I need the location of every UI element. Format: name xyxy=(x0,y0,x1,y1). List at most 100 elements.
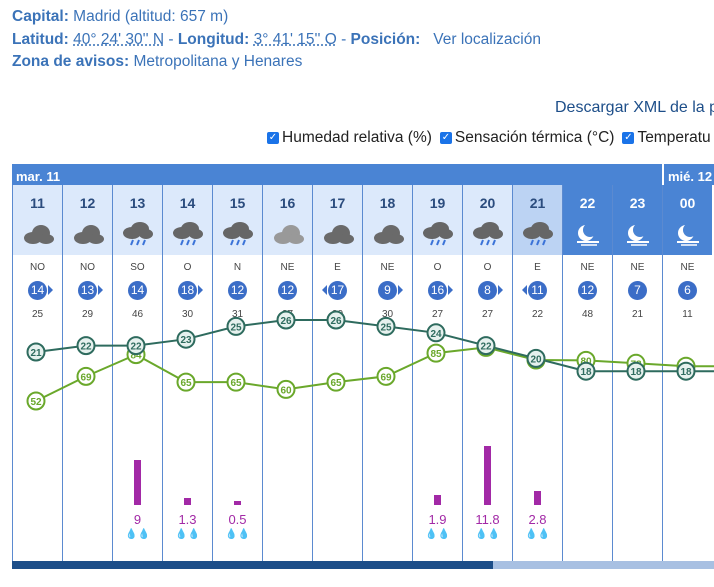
wind-direction: O xyxy=(433,262,442,273)
latitude-value: 40° 24' 30'' N xyxy=(73,31,165,48)
hour-column: 20 O 8 27 11.8 💧💧 xyxy=(462,185,513,566)
chart-point: 23 xyxy=(176,329,196,349)
longitude-label: Longitud xyxy=(177,31,245,48)
hour-label: 12 xyxy=(79,195,96,211)
hour-label: 20 xyxy=(479,195,496,211)
chart-point: 25 xyxy=(226,316,246,336)
hour-cell: 15 xyxy=(213,185,262,255)
temperature-checkbox-label: Temperatu xyxy=(637,129,711,146)
scrollbar-thumb[interactable] xyxy=(12,561,493,569)
wind-gust: 48 xyxy=(581,309,594,320)
wind-speed-badge: 16 xyxy=(428,281,447,300)
wind-speed-badge: 7 xyxy=(628,281,647,300)
hour-label: 15 xyxy=(229,195,246,211)
wind-gust: 30 xyxy=(381,309,394,320)
chart-point: 65 xyxy=(326,372,346,392)
svg-text:18: 18 xyxy=(630,367,642,378)
hour-label: 22 xyxy=(579,195,596,211)
rain-drops-icon: 💧💧 xyxy=(175,529,200,540)
hour-label: 23 xyxy=(629,195,646,211)
coordinates-line: Latitud: 40° 24' 30'' N - Longitud: 3° 4… xyxy=(12,31,541,48)
rain-drops-icon: 💧💧 xyxy=(475,529,500,540)
wind-speed-badge: 14 xyxy=(28,281,47,300)
chart-point: 26 xyxy=(276,310,296,330)
hour-column: 14 O 18 30 1.3 💧💧 xyxy=(162,185,213,566)
svg-text:18: 18 xyxy=(580,367,592,378)
wind-direction: E xyxy=(334,262,341,273)
wind-gust: 21 xyxy=(631,309,644,320)
wind-gust: 29 xyxy=(81,309,94,320)
hour-cell: 00 xyxy=(663,185,712,255)
hour-column: 00 NE 6 11 xyxy=(662,185,713,566)
chart-point: 18 xyxy=(676,361,696,381)
humidity-checkbox[interactable]: ✓ Humedad relativa (%) xyxy=(267,129,432,147)
svg-text:60: 60 xyxy=(280,385,292,396)
wind-arrow-icon xyxy=(522,285,527,295)
svg-text:26: 26 xyxy=(330,316,342,327)
horizontal-scrollbar[interactable] xyxy=(12,561,714,569)
chart-point: 22 xyxy=(476,336,496,356)
position-label: Posición xyxy=(350,31,416,48)
longitude-value: 3° 41' 15'' O xyxy=(253,31,337,48)
rain-drops-icon: 💧💧 xyxy=(125,529,150,540)
wind-arrow-icon xyxy=(448,285,453,295)
wind-speed-badge: 8 xyxy=(478,281,497,300)
capital-value: Madrid (altitud: 657 m) xyxy=(73,8,229,25)
chart-point: 52 xyxy=(26,391,46,411)
svg-text:24: 24 xyxy=(430,329,442,340)
rain-bar xyxy=(184,498,191,505)
wind-arrow-icon xyxy=(322,285,327,295)
rain-bar xyxy=(134,460,141,505)
chart-point: 24 xyxy=(426,323,446,343)
hour-cell: 16 xyxy=(263,185,312,255)
hour-label: 11 xyxy=(30,195,45,211)
wind-speed-badge: 12 xyxy=(228,281,247,300)
chart-point: 18 xyxy=(626,361,646,381)
svg-text:65: 65 xyxy=(180,378,192,389)
check-icon: ✓ xyxy=(267,132,279,144)
temperature-checkbox[interactable]: ✓ Temperatu xyxy=(622,129,711,147)
wind-arrow-icon xyxy=(198,285,203,295)
hour-column: 11 NO 14 25 xyxy=(12,185,63,566)
hour-column: 15 N 12 31 0.5 💧💧 xyxy=(212,185,263,566)
rain-bar xyxy=(234,501,241,505)
wind-speed-badge: 13 xyxy=(78,281,97,300)
chart-point: 26 xyxy=(326,310,346,330)
svg-text:69: 69 xyxy=(380,372,392,383)
wind-direction: NE xyxy=(680,262,695,273)
rain-bar xyxy=(484,446,491,505)
wind-direction: NE xyxy=(630,262,645,273)
view-location-link[interactable]: Ver localización xyxy=(433,31,541,48)
svg-text:22: 22 xyxy=(130,342,142,353)
rain-amount: 2.8 xyxy=(528,512,547,527)
svg-text:25: 25 xyxy=(380,322,392,333)
wind-arrow-icon xyxy=(98,285,103,295)
wind-speed-badge: 11 xyxy=(528,281,547,300)
rain-drops-icon: 💧💧 xyxy=(225,529,250,540)
wind-speed-badge: 12 xyxy=(578,281,597,300)
hour-column: 21 E 11 22 2.8 💧💧 xyxy=(512,185,563,566)
chart-point: 85 xyxy=(426,343,446,363)
hour-cell: 18 xyxy=(363,185,412,255)
wind-direction: O xyxy=(483,262,492,273)
svg-text:84: 84 xyxy=(130,351,142,362)
hour-label: 16 xyxy=(279,195,296,211)
wind-direction: NE xyxy=(580,262,595,273)
wind-direction: NO xyxy=(80,262,95,273)
feels-like-checkbox[interactable]: ✓ Sensación térmica (°C) xyxy=(439,129,614,147)
chart-point: 65 xyxy=(226,372,246,392)
wind-speed-badge: 17 xyxy=(328,281,347,300)
hour-column: 22 NE 12 48 xyxy=(562,185,613,566)
download-xml-link[interactable]: Descargar XML de la p xyxy=(555,99,714,116)
wind-gust: 27 xyxy=(481,309,494,320)
svg-text:65: 65 xyxy=(230,378,242,389)
wind-direction: E xyxy=(534,262,541,273)
chart-point: 65 xyxy=(176,372,196,392)
capital-label: Capital xyxy=(12,8,64,25)
hour-cell: 12 xyxy=(63,185,112,255)
hour-label: 00 xyxy=(679,195,696,211)
svg-text:22: 22 xyxy=(480,342,492,353)
rain-amount: 1.9 xyxy=(428,512,447,527)
chart-point: 21 xyxy=(26,342,46,362)
hour-column: 23 NE 7 21 xyxy=(612,185,663,566)
